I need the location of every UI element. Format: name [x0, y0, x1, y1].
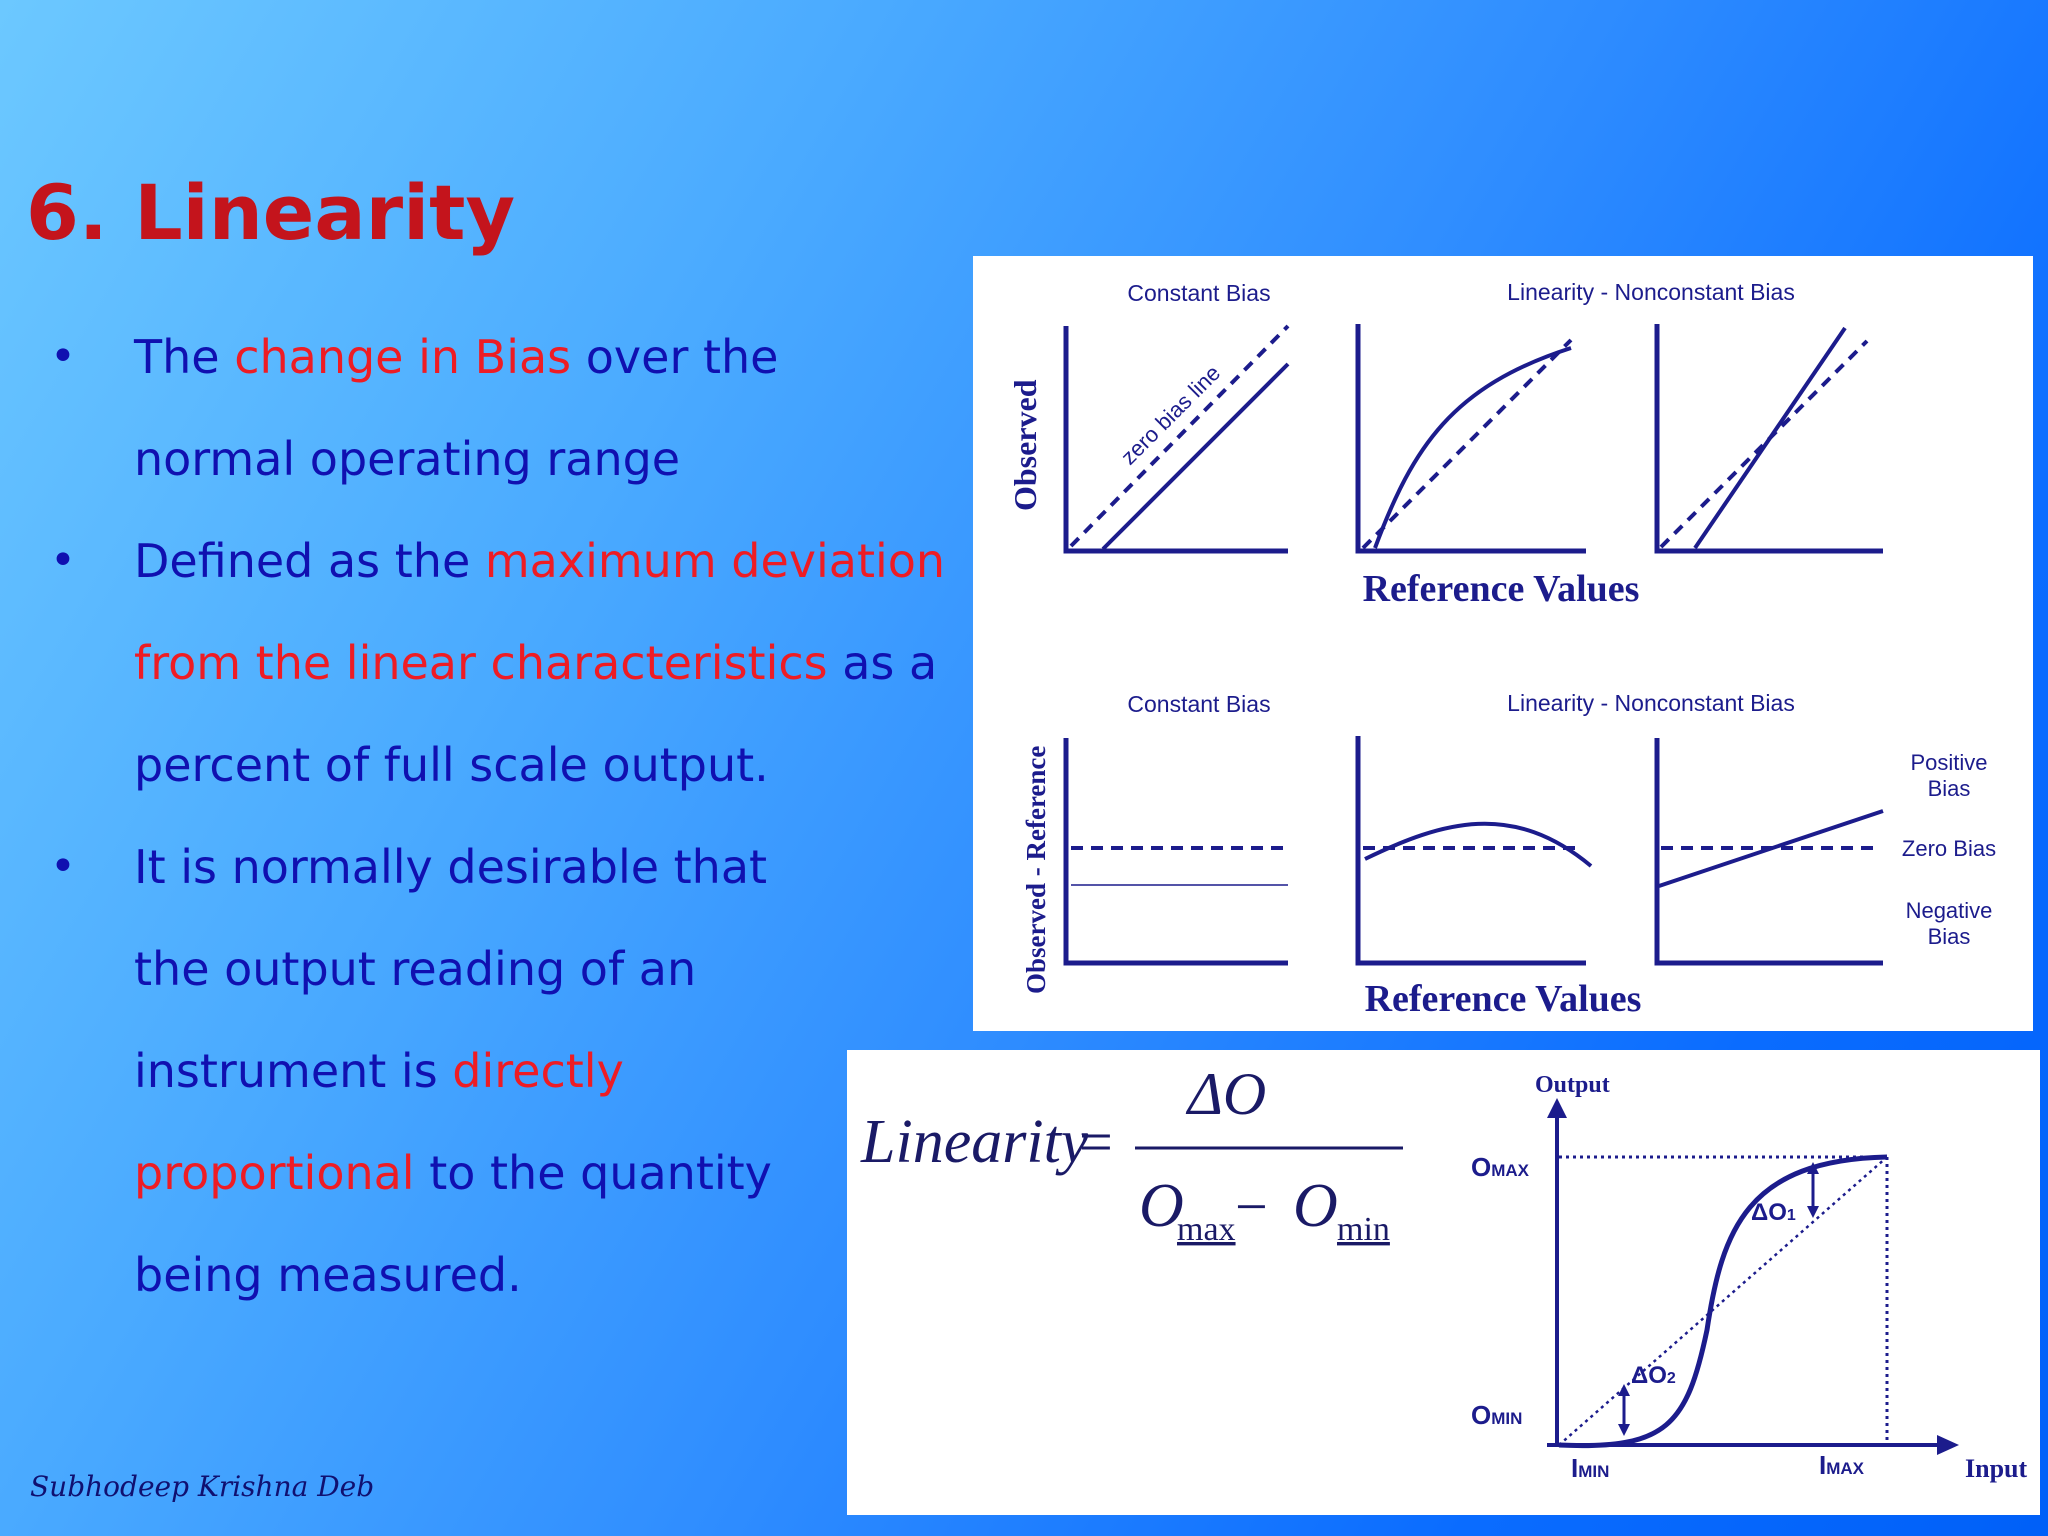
formula-numerator: ΔO	[1186, 1061, 1267, 1127]
delta-o1-label: ΔO1	[1751, 1199, 1796, 1226]
o-min-main: O	[1471, 1400, 1491, 1430]
bullet-highlight: maximum deviation from the linear charac…	[134, 534, 946, 690]
bias-linearity-diagram: Constant Bias Linearity - Nonconstant Bi…	[1007, 279, 1996, 1020]
positive-bias-label-2: Bias	[1928, 776, 1971, 801]
bullet-text-run: Defined as the	[134, 534, 485, 588]
delta-o1-arrow-down-icon	[1807, 1206, 1819, 1218]
bullet-icon: •	[50, 535, 76, 586]
i-max-sub: MAX	[1826, 1459, 1864, 1478]
i-min-label: IMIN	[1571, 1453, 1609, 1483]
delta-o1-arrow-up-icon	[1807, 1162, 1819, 1174]
row2-xlabel: Reference Values	[1365, 978, 1642, 1020]
bullet-text: The change in Bias over the normal opera…	[134, 306, 950, 510]
delta-o1-main: ΔO	[1751, 1199, 1787, 1226]
delta-o2-arrow-down-icon	[1618, 1424, 1630, 1436]
o-max-sub: MAX	[1491, 1161, 1529, 1180]
graph-labels: OMAX OMIN IMIN IMAX ΔO1 ΔO2	[1471, 1152, 1865, 1483]
slide-title: 6. Linearity	[26, 168, 516, 257]
row2-ylabel: Observed - Reference	[1021, 746, 1051, 994]
bullet-item: • The change in Bias over the normal ope…	[50, 306, 950, 510]
delta-o1-sub: 1	[1787, 1207, 1796, 1224]
y-axis-label: Output	[1535, 1072, 1610, 1098]
positive-bias-label-1: Positive	[1910, 750, 1987, 775]
bullet-item: • Defined as the maximum deviation from …	[50, 510, 950, 816]
bullet-text-run: The	[134, 330, 235, 384]
i-min-sub: MIN	[1578, 1462, 1609, 1481]
row2-panel3-axes	[1654, 738, 1883, 966]
author-footer: Subhodeep Krishna Deb	[30, 1470, 375, 1503]
formula-den-a: O	[1139, 1172, 1184, 1240]
row2-panel2-axes	[1355, 736, 1586, 966]
bullet-text: It is normally desirable that the output…	[134, 816, 834, 1326]
row1-panel1-observed-line	[1101, 362, 1290, 551]
bullet-highlight: directly proportional	[134, 1044, 624, 1200]
o-min-label: OMIN	[1471, 1400, 1522, 1430]
output-input-graph: Output Input	[1535, 1072, 2027, 1483]
bullet-icon: •	[50, 331, 76, 382]
linearity-formula: Linearity = ΔO O max − O min	[860, 1061, 1403, 1248]
row2-panel1-axes	[1063, 738, 1288, 966]
bullet-text-run: over the normal operating range	[134, 330, 779, 486]
o-max-label: OMAX	[1471, 1152, 1530, 1182]
x-axis-arrow-icon	[1937, 1435, 1959, 1455]
o-min-sub: MIN	[1491, 1409, 1522, 1428]
formula-minus: −	[1235, 1174, 1268, 1239]
formula-lhs: Linearity	[860, 1108, 1089, 1176]
bullet-text-run: It is normally desirable that the output…	[134, 840, 768, 1098]
row1-constant-title: Constant Bias	[1127, 280, 1270, 306]
bullet-text: Defined as the maximum deviation from th…	[134, 510, 950, 816]
i-min-main: I	[1571, 1453, 1578, 1483]
bullet-item: • It is normally desirable that the outp…	[50, 816, 950, 1326]
i-max-label: IMAX	[1819, 1450, 1865, 1480]
row1-panel3-zero-bias-line	[1659, 339, 1869, 549]
x-axis-label: Input	[1965, 1454, 2027, 1483]
row1-panel3-axes	[1654, 324, 1883, 554]
o-max-main: O	[1471, 1152, 1491, 1182]
formula-den-b-sub: min	[1337, 1211, 1390, 1248]
row1-panel3-observed-line	[1693, 326, 1847, 550]
delta-o2-arrow-up-icon	[1618, 1384, 1630, 1396]
i-max-main: I	[1819, 1450, 1826, 1480]
formula-equals: =	[1079, 1109, 1113, 1175]
formula-den-a-sub: max	[1177, 1211, 1236, 1248]
row1-panel1-zero-bias-line	[1069, 324, 1290, 548]
y-axis-arrow-icon	[1547, 1098, 1567, 1118]
delta-o2-main: ΔO	[1631, 1362, 1667, 1389]
row1-panel2-zero-bias-line	[1361, 338, 1573, 550]
bullet-highlight: change in Bias	[234, 330, 572, 384]
zero-bias-line-label: zero bias line	[1116, 360, 1225, 469]
row1-panel2-axes	[1355, 324, 1586, 554]
row1-ylabel: Observed	[1007, 379, 1043, 511]
ideal-linear-line	[1558, 1156, 1888, 1446]
row1-xlabel: Reference Values	[1363, 568, 1640, 610]
negative-bias-label-2: Bias	[1928, 924, 1971, 949]
row1-panel2-curve	[1373, 346, 1572, 549]
row1-nonconstant-title: Linearity - Nonconstant Bias	[1507, 279, 1795, 305]
linearity-formula-figure: Linearity = ΔO O max − O min Output Inpu…	[847, 1050, 2040, 1515]
negative-bias-label-1: Negative	[1906, 898, 1993, 923]
formula-den-b: O	[1293, 1172, 1338, 1240]
bullet-text-run: to the quantity being measured.	[134, 1146, 772, 1302]
zero-bias-label: Zero Bias	[1902, 836, 1996, 861]
row2-panel3-bias-line	[1658, 809, 1884, 888]
row1-panel1-axes	[1063, 326, 1288, 554]
bias-linearity-figure: Constant Bias Linearity - Nonconstant Bi…	[973, 256, 2033, 1031]
linearity-formula-diagram: Linearity = ΔO O max − O min Output Inpu…	[860, 1061, 2027, 1483]
row2-nonconstant-title: Linearity - Nonconstant Bias	[1507, 690, 1795, 716]
actual-response-curve	[1558, 1154, 1888, 1449]
bullet-icon: •	[50, 841, 76, 892]
row2-constant-title: Constant Bias	[1127, 691, 1270, 717]
bullet-list: • The change in Bias over the normal ope…	[50, 306, 950, 1326]
delta-o2-sub: 2	[1667, 1370, 1676, 1387]
bullet-text-run: as a percent of full scale output.	[134, 636, 938, 792]
row2-panel2-curve	[1364, 821, 1593, 868]
delta-o2-label: ΔO2	[1631, 1362, 1676, 1389]
